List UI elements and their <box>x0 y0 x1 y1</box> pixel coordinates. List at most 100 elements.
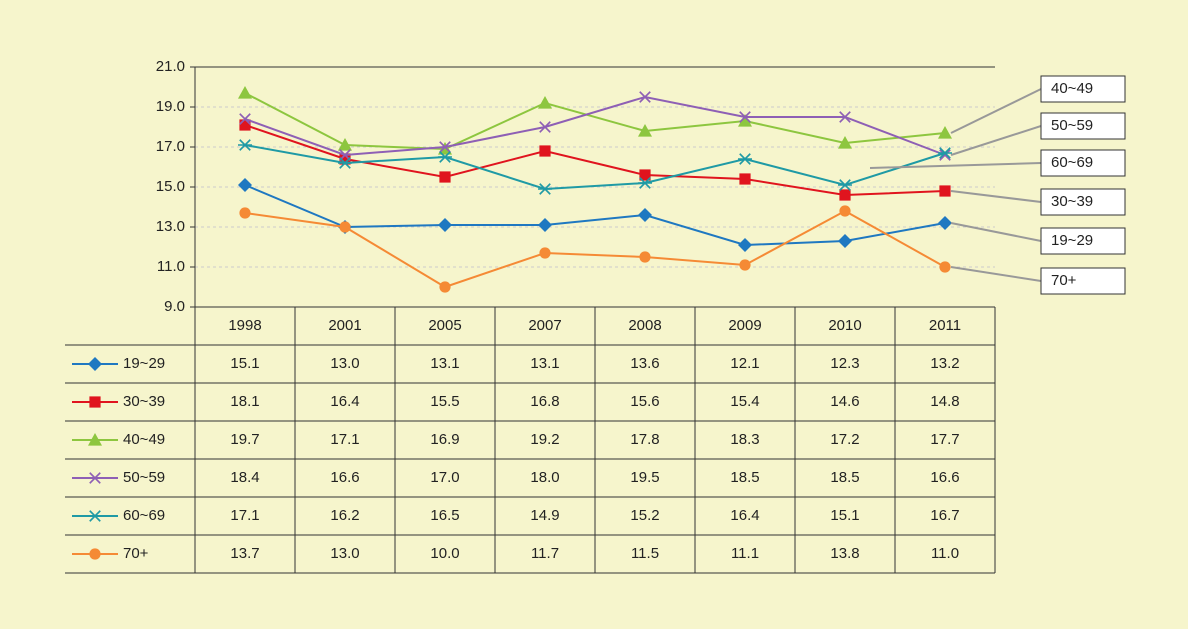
marker <box>839 111 851 123</box>
leader-line <box>950 125 1042 156</box>
marker <box>838 136 852 149</box>
marker <box>539 121 551 133</box>
series-label: 50~59 <box>1051 117 1093 134</box>
table-cell: 15.6 <box>630 393 659 410</box>
legend-marker <box>88 357 102 371</box>
table-cell: 10.0 <box>430 545 459 562</box>
series-label: 30~39 <box>1051 193 1093 210</box>
table-cell: 18.5 <box>830 469 859 486</box>
table-cell: 15.2 <box>630 507 659 524</box>
marker <box>739 173 751 185</box>
marker <box>939 185 951 197</box>
y-tick-label: 21.0 <box>156 58 185 75</box>
marker <box>438 151 452 163</box>
label-box <box>1040 267 1126 295</box>
marker <box>738 153 752 165</box>
table-cell: 12.3 <box>830 355 859 372</box>
table-cell: 11.7 <box>531 545 559 562</box>
marker <box>839 205 851 217</box>
marker <box>738 238 752 252</box>
marker <box>338 138 352 151</box>
label-box <box>1040 188 1126 216</box>
table-cell: 16.9 <box>430 431 459 448</box>
marker <box>238 86 252 99</box>
marker <box>739 111 751 123</box>
marker <box>539 247 551 259</box>
marker <box>738 114 752 127</box>
x-tick-label: 2010 <box>828 317 861 334</box>
legend-label: 40~49 <box>123 431 165 448</box>
marker <box>739 259 751 271</box>
leader-line <box>950 222 1042 242</box>
table-cell: 13.1 <box>430 355 459 372</box>
x-tick-label: 2008 <box>628 317 661 334</box>
leader-line <box>950 266 1042 282</box>
table-cell: 14.9 <box>530 507 559 524</box>
table-cell: 13.2 <box>930 355 959 372</box>
series-label: 40~49 <box>1051 80 1093 97</box>
label-box <box>1040 227 1126 255</box>
series-line <box>244 209 946 289</box>
marker <box>239 119 251 131</box>
marker <box>339 221 351 233</box>
series-label: 19~29 <box>1051 232 1093 249</box>
y-tick-label: 11.0 <box>157 258 185 275</box>
table-cell: 16.2 <box>330 507 359 524</box>
legend-label: 19~29 <box>123 355 165 372</box>
marker <box>638 124 652 137</box>
table-cell: 15.1 <box>830 507 859 524</box>
table-cell: 13.0 <box>330 355 359 372</box>
table-cell: 18.1 <box>230 393 259 410</box>
series-label: 70+ <box>1051 272 1077 289</box>
legend-label: 60~69 <box>123 507 165 524</box>
table-cell: 18.4 <box>230 469 259 486</box>
marker <box>538 218 552 232</box>
marker <box>938 126 952 139</box>
table-cell: 16.4 <box>330 393 359 410</box>
marker <box>838 234 852 248</box>
marker <box>939 149 951 161</box>
table-cell: 19.5 <box>630 469 659 486</box>
y-tick-label: 13.0 <box>156 218 185 235</box>
legend-label: 30~39 <box>123 393 165 410</box>
marker <box>438 218 452 232</box>
marker <box>639 169 651 181</box>
table-cell: 17.7 <box>930 431 959 448</box>
table-cell: 11.0 <box>931 545 959 562</box>
series-line <box>244 184 946 247</box>
table-cell: 14.8 <box>930 393 959 410</box>
legend-marker <box>89 548 101 560</box>
y-tick-label: 15.0 <box>156 178 185 195</box>
table-cell: 18.5 <box>730 469 759 486</box>
marker <box>538 183 552 195</box>
table-cell: 16.8 <box>530 393 559 410</box>
marker <box>639 91 651 103</box>
x-tick-label: 2011 <box>929 317 961 334</box>
x-tick-label: 1998 <box>228 317 261 334</box>
table-cell: 16.7 <box>930 507 959 524</box>
marker <box>439 141 451 153</box>
legend-marker <box>88 433 102 446</box>
y-tick-label: 17.0 <box>156 138 185 155</box>
table-cell: 16.6 <box>930 469 959 486</box>
x-tick-label: 2001 <box>328 317 361 334</box>
x-tick-label: 2005 <box>428 317 461 334</box>
marker <box>238 139 252 151</box>
marker <box>339 153 351 165</box>
table-cell: 16.6 <box>330 469 359 486</box>
table-cell: 15.1 <box>230 355 259 372</box>
marker <box>639 251 651 263</box>
table-cell: 15.4 <box>730 393 759 410</box>
table-cell: 16.5 <box>430 507 459 524</box>
marker <box>938 216 952 230</box>
table-cell: 17.8 <box>630 431 659 448</box>
marker <box>938 147 952 159</box>
marker <box>238 178 252 192</box>
leader-line <box>869 162 1042 169</box>
table-cell: 11.5 <box>631 545 659 562</box>
marker <box>439 281 451 293</box>
table-cell: 17.1 <box>230 507 259 524</box>
marker <box>838 179 852 191</box>
label-box <box>1040 112 1126 140</box>
leader-line <box>950 88 1042 134</box>
